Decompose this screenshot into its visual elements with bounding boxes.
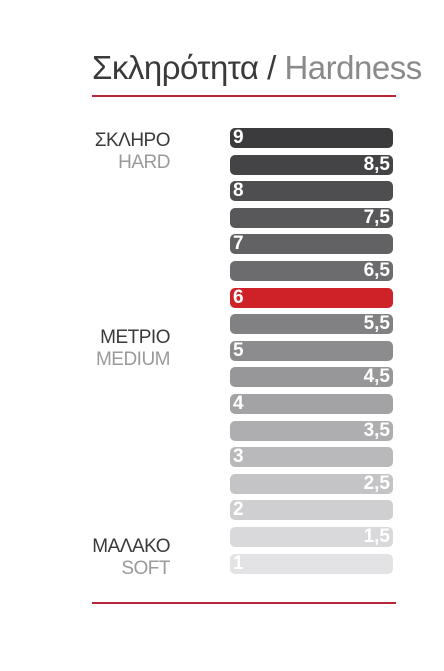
hardness-bar-4: 4 — [230, 392, 393, 414]
hardness-value-label: 8,5 — [363, 153, 390, 175]
hardness-value-label: 2,5 — [363, 472, 390, 494]
hardness-bar-1-5: 1,5 — [230, 525, 393, 547]
label-medium: ΜΕΤΡΙΟ MEDIUM — [95, 327, 171, 371]
label-soft: ΜΑΛΑΚΟ SOFT — [92, 536, 170, 580]
hardness-value-label: 7 — [233, 233, 244, 255]
hardness-value-label: 3,5 — [363, 419, 390, 441]
hardness-bar-1: 1 — [230, 552, 393, 574]
hardness-value-label: 2 — [233, 499, 244, 521]
hardness-value-label: 9 — [233, 127, 244, 148]
top-divider — [92, 95, 396, 97]
hardness-bar-7-5: 7,5 — [230, 206, 393, 228]
label-medium-greek: ΜΕΤΡΙΟ — [100, 327, 170, 348]
hardness-value-label: 4 — [233, 392, 244, 414]
hardness-bar-5: 5 — [230, 339, 393, 361]
hardness-bar-8: 8 — [230, 180, 393, 202]
hardness-bar-7: 7 — [230, 233, 393, 255]
hardness-value-label: 5 — [233, 339, 244, 361]
label-soft-greek: ΜΑΛΑΚΟ — [92, 536, 170, 557]
hardness-value-label: 1 — [233, 552, 244, 574]
title-separator: / — [267, 49, 276, 86]
label-hard-greek: ΣΚΛΗΡΟ — [94, 130, 171, 151]
hardness-value-label: 3 — [233, 446, 244, 468]
hardness-bar-4-5: 4,5 — [230, 366, 393, 388]
page-title: Σκληρότητα / Hardness — [92, 48, 422, 88]
hardness-value-label: 6,5 — [363, 259, 390, 281]
hardness-value-label: 1,5 — [363, 525, 390, 547]
hardness-bar-6-5: 6,5 — [230, 259, 393, 281]
label-hard: ΣΚΛΗΡΟ HARD — [94, 130, 171, 174]
hardness-value-label: 8 — [233, 180, 244, 202]
label-medium-latin: MEDIUM — [95, 349, 171, 370]
hardness-bar-2: 2 — [230, 499, 393, 521]
hardness-value-label: 5,5 — [363, 313, 390, 335]
hardness-bar-9: 9 — [230, 128, 393, 148]
label-hard-latin: HARD — [118, 152, 170, 173]
hardness-value-label: 7,5 — [363, 206, 390, 228]
title-greek: Σκληρότητα — [92, 49, 259, 86]
hardness-bar-3-5: 3,5 — [230, 419, 393, 441]
hardness-bar-8-5: 8,5 — [230, 153, 393, 175]
hardness-scale: 9 8,5 8 7,5 7 6,5 6 5,5 5 4,5 4 3,5 3 2,5 2 1,5 1 — [230, 128, 393, 580]
bottom-divider — [92, 602, 396, 604]
label-soft-latin: SOFT — [121, 558, 170, 579]
hardness-bar-5-5: 5,5 — [230, 313, 393, 335]
hardness-bar-6: 6 — [230, 286, 393, 308]
title-latin: Hardness — [284, 49, 422, 86]
hardness-bar-2-5: 2,5 — [230, 472, 393, 494]
hardness-bar-3: 3 — [230, 446, 393, 468]
hardness-value-label: 6 — [233, 286, 244, 308]
hardness-value-label: 4,5 — [363, 366, 390, 388]
